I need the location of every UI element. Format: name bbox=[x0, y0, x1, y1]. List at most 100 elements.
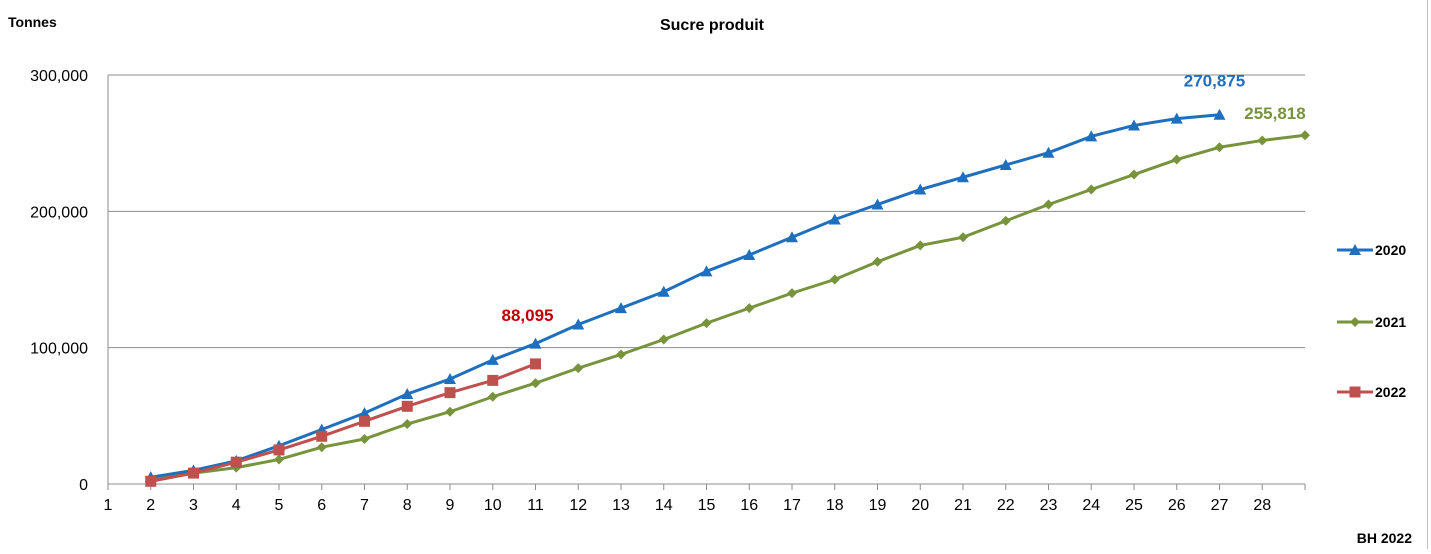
data-point bbox=[316, 442, 327, 453]
data-point bbox=[530, 358, 541, 370]
data-point bbox=[145, 475, 157, 487]
data-point bbox=[1170, 112, 1183, 124]
x-tick-label: 10 bbox=[484, 497, 502, 514]
data-point bbox=[1300, 130, 1310, 141]
x-tick-label: 1 bbox=[104, 497, 113, 514]
series-2020 bbox=[144, 108, 1226, 483]
y-axis-label: Tonnes bbox=[8, 14, 57, 30]
series-2021 bbox=[145, 130, 1310, 485]
data-point bbox=[1213, 108, 1226, 120]
data-point bbox=[743, 248, 756, 260]
data-point bbox=[744, 303, 755, 314]
x-tick-label: 25 bbox=[1125, 497, 1143, 514]
data-point bbox=[573, 363, 584, 374]
x-tick-label: 6 bbox=[317, 497, 326, 514]
x-tick-label: 8 bbox=[403, 497, 412, 514]
y-tick-label: 200,000 bbox=[30, 204, 88, 221]
x-tick-label: 16 bbox=[740, 497, 758, 514]
series-lines bbox=[144, 108, 1310, 487]
series-line bbox=[150, 113, 1220, 479]
x-tick-label: 13 bbox=[612, 497, 630, 514]
x-tick-label: 21 bbox=[954, 497, 972, 514]
x-tick-label: 7 bbox=[360, 497, 369, 514]
data-point bbox=[402, 419, 413, 430]
data-point bbox=[828, 213, 841, 225]
data-point bbox=[657, 285, 670, 297]
data-point bbox=[359, 434, 370, 445]
data-point bbox=[1171, 154, 1182, 165]
x-tick-label: 15 bbox=[698, 497, 716, 514]
legend: 2020 2021 2022 bbox=[1337, 242, 1406, 400]
data-point bbox=[1000, 215, 1011, 226]
y-tick-label: 0 bbox=[79, 477, 88, 494]
x-tick-label: 23 bbox=[1040, 497, 1058, 514]
data-point bbox=[401, 388, 414, 400]
data-point bbox=[616, 349, 626, 360]
data-point bbox=[530, 378, 541, 389]
data-point bbox=[445, 406, 455, 417]
x-tick-label: 18 bbox=[826, 497, 844, 514]
data-label-2020: 270,875 bbox=[1184, 72, 1245, 91]
data-point bbox=[915, 240, 926, 251]
data-label-2022: 88,095 bbox=[502, 306, 554, 325]
legend-label: 2020 bbox=[1375, 242, 1406, 258]
data-point bbox=[871, 198, 884, 210]
data-point bbox=[230, 456, 242, 468]
x-tick-label: 12 bbox=[569, 497, 587, 514]
data-point bbox=[701, 318, 712, 329]
legend-label: 2021 bbox=[1375, 314, 1406, 330]
x-tick-label: 22 bbox=[997, 497, 1015, 514]
data-point bbox=[786, 231, 798, 243]
data-point bbox=[273, 444, 285, 456]
gridlines bbox=[108, 74, 1305, 349]
legend-item-2021: 2021 bbox=[1337, 314, 1406, 330]
data-point bbox=[529, 337, 542, 349]
data-point bbox=[1349, 386, 1361, 398]
legend-item-2020: 2020 bbox=[1337, 242, 1406, 258]
data-point bbox=[700, 265, 713, 277]
x-tick-label: 26 bbox=[1168, 497, 1186, 514]
data-point bbox=[358, 407, 371, 419]
data-point bbox=[1043, 199, 1054, 210]
x-tick-label: 14 bbox=[655, 497, 673, 514]
data-point bbox=[1086, 184, 1097, 195]
x-tick-label: 5 bbox=[275, 497, 284, 514]
data-point bbox=[1257, 135, 1268, 146]
chart-title: Sucre produit bbox=[660, 17, 765, 34]
x-tick-label: 17 bbox=[783, 497, 801, 514]
data-point bbox=[486, 353, 499, 365]
x-tick-label: 27 bbox=[1211, 497, 1229, 514]
x-tick-label: 11 bbox=[527, 497, 544, 514]
data-point bbox=[787, 288, 797, 299]
data-labels: 270,875 255,818 88,095 bbox=[502, 72, 1306, 325]
x-tick-label: 19 bbox=[869, 497, 887, 514]
data-point bbox=[999, 158, 1012, 170]
data-point bbox=[658, 334, 669, 345]
x-tick-label: 24 bbox=[1082, 497, 1100, 514]
data-point bbox=[401, 400, 413, 412]
data-point bbox=[572, 318, 585, 330]
x-tick-label: 28 bbox=[1253, 497, 1271, 514]
data-point bbox=[958, 232, 968, 243]
x-tick-label: 9 bbox=[446, 497, 455, 514]
data-point bbox=[1085, 130, 1098, 142]
x-tick-label: 20 bbox=[911, 497, 929, 514]
data-point bbox=[487, 374, 499, 386]
y-tick-label: 100,000 bbox=[30, 341, 88, 358]
data-label-2021: 255,818 bbox=[1244, 104, 1305, 123]
data-point bbox=[1128, 119, 1140, 131]
data-point bbox=[1350, 317, 1360, 327]
x-tick-label: 4 bbox=[232, 497, 241, 514]
data-point bbox=[316, 430, 328, 442]
data-point bbox=[1129, 169, 1139, 180]
x-tick-label: 3 bbox=[189, 497, 198, 514]
data-point bbox=[487, 391, 498, 402]
series-line bbox=[150, 133, 1306, 482]
series-2022 bbox=[145, 358, 541, 487]
legend-label: 2022 bbox=[1375, 384, 1406, 400]
data-point bbox=[872, 256, 883, 267]
data-point bbox=[1214, 142, 1225, 153]
data-point bbox=[829, 274, 840, 285]
data-point bbox=[359, 415, 370, 427]
